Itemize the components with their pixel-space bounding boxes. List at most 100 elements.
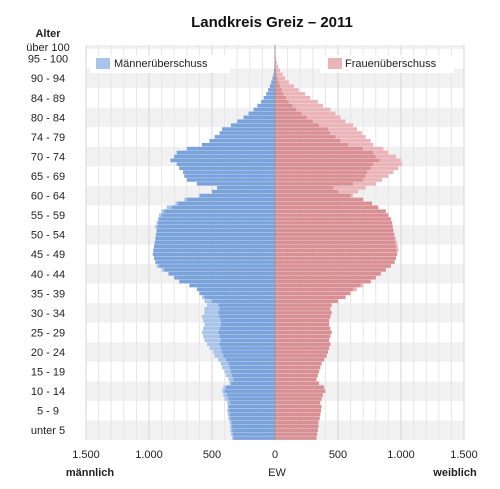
male-bar [231, 424, 275, 429]
female-bar [275, 408, 321, 413]
female-bar [275, 275, 376, 280]
female-bar [275, 260, 395, 264]
female-bar [275, 350, 328, 354]
female-bar [275, 209, 386, 214]
female-bar [275, 385, 325, 390]
male-bar [152, 252, 275, 257]
female-bar [275, 420, 319, 425]
male-surplus-bar [204, 322, 221, 327]
female-surplus-bar [340, 139, 371, 143]
male-surplus-bar [204, 338, 221, 343]
male-bar [196, 182, 275, 186]
male-bar [228, 361, 275, 366]
male-bar [219, 315, 275, 319]
female-surplus-bar [332, 185, 366, 190]
female-surplus-bar [363, 146, 384, 151]
female-bar [275, 322, 330, 327]
female-bar [275, 178, 364, 182]
female-bar [275, 338, 330, 343]
female-surplus-bar [281, 88, 299, 92]
age-group-label: 15 - 19 [31, 367, 65, 379]
male-bar [229, 401, 275, 405]
female-bar [275, 393, 323, 397]
male-bar [248, 111, 275, 116]
female-bar [275, 389, 326, 393]
male-bar [176, 150, 275, 155]
male-bar [199, 291, 275, 296]
female-surplus-bar [330, 131, 362, 135]
female-bar [275, 361, 322, 366]
male-bar [230, 123, 275, 127]
female-side-label: weiblich [432, 467, 477, 479]
male-bar [218, 303, 275, 307]
male-bar [222, 350, 275, 354]
male-bar [154, 256, 275, 260]
female-bar [275, 154, 376, 159]
age-group-label: 35 - 39 [31, 288, 65, 300]
male-bar [273, 68, 275, 73]
female-bar [275, 287, 354, 292]
male-surplus-bar [213, 350, 223, 354]
female-bar [275, 432, 318, 436]
female-bar [275, 401, 321, 405]
male-surplus-bar [228, 377, 234, 382]
legend-swatch-female-surplus [328, 58, 342, 69]
legend-background [320, 55, 454, 73]
female-bar [275, 256, 396, 260]
male-bar [220, 346, 275, 350]
male-surplus-bar [214, 354, 224, 358]
male-bar [263, 95, 275, 100]
male-bar [217, 185, 275, 190]
female-surplus-bar [275, 64, 279, 69]
female-bar [275, 342, 331, 346]
legend-label-male-surplus: Männerüberschuss [114, 58, 208, 70]
female-bar [275, 283, 361, 288]
male-bar [176, 162, 275, 167]
male-bar [225, 358, 275, 362]
female-bar [275, 221, 393, 225]
male-bar [229, 412, 275, 417]
female-surplus-bar [278, 80, 289, 84]
female-bar [275, 240, 396, 245]
female-bar [275, 334, 331, 339]
age-group-label: 95 - 100 [28, 54, 68, 66]
female-bar [275, 95, 287, 100]
male-surplus-bar [155, 225, 158, 229]
bars [152, 45, 403, 440]
male-bar [164, 209, 275, 214]
female-bar [275, 158, 380, 163]
male-bar [233, 436, 275, 440]
male-surplus-bar [204, 299, 212, 303]
female-surplus-bar [275, 60, 277, 65]
male-bar [209, 139, 275, 143]
female-bar [275, 197, 364, 202]
male-surplus-bar [201, 330, 219, 335]
male-bar [164, 268, 275, 272]
female-surplus-bar [395, 244, 398, 249]
female-bar [275, 365, 321, 370]
female-bar [275, 268, 386, 272]
female-bar [275, 381, 320, 386]
x-tick-label: 1.500 [450, 449, 478, 461]
female-surplus-bar [353, 182, 376, 186]
male-surplus-bar [156, 264, 160, 268]
male-bar [186, 197, 275, 202]
female-surplus-bar [379, 158, 401, 163]
male-surplus-bar [223, 393, 228, 397]
female-bar [275, 146, 364, 151]
male-bar [271, 80, 275, 84]
female-surplus-bar [375, 154, 396, 159]
female-bar [275, 299, 338, 303]
male-bar [228, 404, 275, 409]
legend-swatch-male-surplus [96, 58, 110, 69]
male-bar [232, 428, 275, 433]
female-bar [275, 170, 367, 174]
female-bar [275, 412, 321, 417]
age-group-label: 84 - 89 [31, 93, 65, 105]
female-surplus-bar [306, 115, 341, 120]
female-bar [275, 166, 371, 170]
age-group-label: 25 - 29 [31, 327, 65, 339]
male-surplus-bar [229, 381, 231, 386]
x-tick-label: 500 [329, 449, 347, 461]
female-bar [275, 428, 318, 433]
